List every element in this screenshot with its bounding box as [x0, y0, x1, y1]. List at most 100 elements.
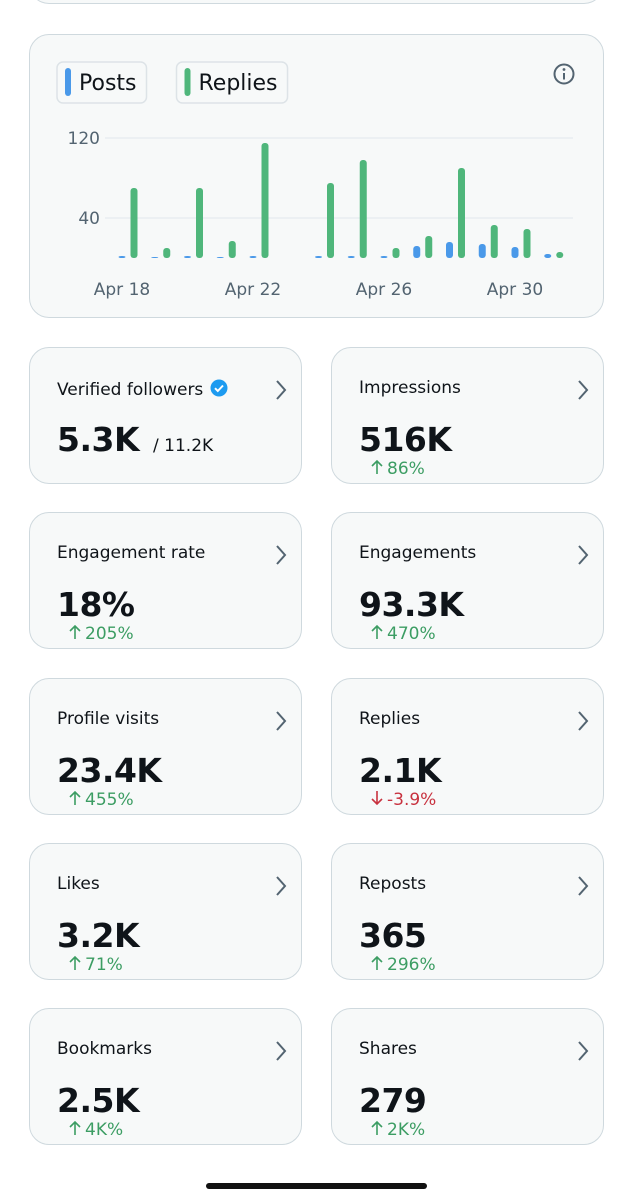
arrow-up: [69, 1121, 81, 1136]
chevron: [578, 1041, 589, 1061]
metric-label: Likes: [57, 874, 100, 894]
metric-value: 2.1K -3.9%: [359, 750, 442, 810]
metric-change-text: 205%: [85, 624, 134, 645]
bar: [216, 257, 224, 258]
arrow-up: [371, 1121, 383, 1136]
metric-card[interactable]: Bookmarks 2.5K 4K%: [29, 1008, 302, 1146]
chevron: [276, 876, 287, 896]
metric-value-text: 2.1K: [359, 750, 442, 790]
metric-change-text: 455%: [85, 789, 134, 810]
metric-card[interactable]: Likes 3.2K 71%: [29, 842, 302, 980]
metric-label: Profile visits: [57, 709, 159, 729]
metric-change: 2K%: [371, 1120, 426, 1140]
metric-card[interactable]: Engagement rate 18% 205%: [29, 512, 302, 650]
metric-label: Bookmarks: [57, 1039, 152, 1059]
bar: [478, 244, 486, 258]
chevron-path: [578, 380, 589, 400]
metric-label-text: Replies: [359, 708, 421, 729]
metric-value-text: 279: [359, 1081, 427, 1121]
metric-value-text: 5.3K: [57, 420, 140, 459]
metric-card[interactable]: Shares 279 2K%: [331, 1008, 604, 1146]
bar: [380, 256, 388, 258]
arrow-path: [371, 955, 383, 970]
metric-card[interactable]: Impressions 516K 86%: [331, 347, 604, 484]
chevron-path: [578, 710, 589, 731]
metric-value-text: 516K: [359, 420, 452, 459]
metric-change: 86%: [371, 459, 451, 479]
metric-label: Engagements: [359, 543, 476, 563]
bar: [490, 225, 498, 258]
metric-change-text: 470%: [387, 624, 436, 645]
chevron-path: [276, 545, 287, 565]
arrow-path: [69, 1121, 81, 1136]
chevron-path: [578, 1041, 589, 1061]
bar: [458, 168, 465, 258]
arrow-up: [69, 955, 81, 970]
chevron: [578, 545, 589, 565]
bar: [359, 160, 367, 258]
metric-change: 470%: [371, 624, 464, 644]
legend-item[interactable]: Replies: [175, 61, 289, 104]
bar: [130, 188, 138, 258]
y-tick-label: 40: [78, 209, 100, 229]
arrow-up: [371, 625, 383, 640]
x-tick-label: Apr 30: [487, 280, 543, 300]
y-tick-label: 120: [68, 129, 100, 149]
metric-card[interactable]: Profile visits 23.4K 455%: [29, 677, 302, 815]
metric-value: 18% 205%: [57, 585, 135, 644]
metric-value-text: 365: [359, 915, 427, 955]
metric-value-text: 23.4K: [57, 750, 162, 790]
legend-label: Replies: [199, 71, 278, 96]
metric-label-text: Shares: [359, 1039, 417, 1060]
x-tick-label: Apr 26: [356, 280, 412, 300]
bar: [511, 247, 519, 258]
metric-change: 4K%: [69, 1120, 139, 1140]
bar: [315, 256, 322, 258]
metric-value: 2.5K 4K%: [57, 1081, 140, 1140]
metric-change-text: 4K%: [85, 1120, 124, 1141]
legend-box: [175, 61, 289, 104]
arrow-path: [371, 625, 383, 640]
metric-change: 71%: [69, 955, 139, 975]
metric-card[interactable]: Reposts 365 296%: [331, 842, 604, 980]
metric-change-text: -3.9%: [387, 789, 437, 810]
metric-label: Shares: [359, 1039, 417, 1059]
arrow-path: [371, 459, 383, 474]
metric-label-text: Verified followers: [57, 380, 204, 400]
metric-card[interactable]: Replies 2.1K -3.9%: [331, 677, 604, 815]
bar: [196, 188, 203, 258]
info-icon[interactable]: [553, 63, 575, 85]
chevron: [276, 710, 287, 731]
metric-value: 365 296%: [359, 916, 436, 975]
metric-label-text: Bookmarks: [57, 1039, 152, 1060]
metric-value: 279 2K%: [359, 1081, 427, 1140]
metric-value: 5.3K / 11.2K: [57, 420, 213, 459]
chevron-path: [276, 1041, 287, 1061]
arrow-path: [371, 790, 383, 805]
metric-total: / 11.2K: [153, 436, 214, 456]
chevron: [276, 1041, 287, 1061]
metric-card[interactable]: Engagements 93.3K 470%: [331, 512, 604, 650]
bar: [347, 256, 355, 258]
legend-item[interactable]: Posts: [56, 61, 148, 104]
arrow-up: [69, 790, 81, 805]
metric-change: 455%: [69, 790, 162, 810]
bar: [544, 254, 552, 258]
metric-value-text: 18%: [57, 585, 135, 625]
bar: [184, 256, 191, 258]
x-tick-label: Apr 18: [94, 280, 150, 300]
metric-change: 296%: [371, 955, 436, 975]
bar: [392, 248, 400, 258]
metric-value: 516K 86%: [359, 420, 452, 479]
metric-value: 93.3K 470%: [359, 585, 464, 644]
legend-swatch: [65, 68, 71, 96]
metric-value: 3.2K 71%: [57, 916, 140, 975]
legend-box: [56, 61, 148, 104]
metric-label: Replies: [359, 709, 420, 729]
metric-label-text: Reposts: [359, 873, 427, 894]
metric-label: Reposts: [359, 874, 426, 894]
metric-card[interactable]: Verified followers 5.3K / 11.2K: [29, 347, 302, 484]
metric-change-text: 2K%: [387, 1120, 426, 1141]
metric-label: Engagement rate: [57, 543, 205, 563]
